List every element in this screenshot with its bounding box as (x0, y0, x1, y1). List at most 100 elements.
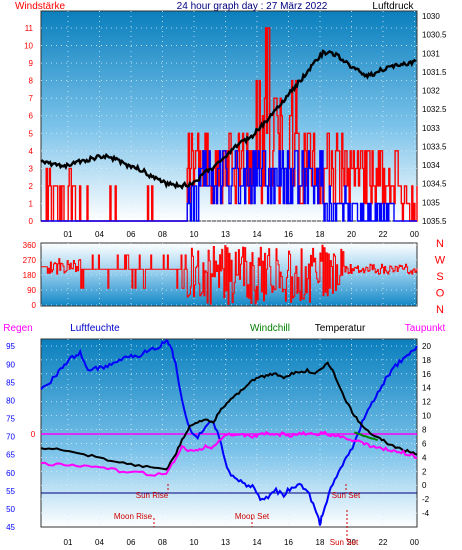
windchill-line (354, 431, 379, 441)
pressure-tick-label: 1033 (422, 124, 440, 133)
wind-x-tick-label: 20 (347, 230, 356, 239)
temperature-tick-label: 0 (422, 481, 427, 490)
pressure-line (40, 49, 417, 191)
pressure-tick-label: 1035 (422, 198, 440, 207)
temperatur-label: Temperatur (315, 323, 366, 334)
temp-x-tick-label: 13 (221, 538, 230, 547)
wind-tick-label: 2 (29, 182, 34, 191)
temp-x-tick-label: 14 (253, 538, 262, 547)
wind-x-tick-label: 16 (284, 230, 293, 239)
wind-tick-label: 11 (25, 24, 34, 33)
temperature-tick-label: -2 (422, 495, 430, 504)
direction-tick-label: 90 (27, 286, 36, 295)
direction-tick-label: 180 (23, 271, 37, 280)
luftfeuchte-label: Luftfeuchte (70, 323, 120, 334)
wind-tick-label: 3 (29, 164, 34, 173)
temperature-axis: -4 -2 0 2 4 6 8 10 12 14 16 18 20 (422, 342, 431, 518)
temperature-line (40, 361, 418, 471)
humidity-tick-label: 70 (6, 433, 15, 442)
wind-average-line (41, 150, 417, 222)
temp-x-tick-label: 08 (158, 538, 167, 547)
wind-tick-label: 4 (29, 147, 34, 156)
temp-x-tick-label: 01 (64, 538, 73, 547)
pressure-tick-label: 1034.5 (422, 180, 447, 189)
temperature-tick-label: 4 (422, 453, 427, 462)
moonrise-label: Moon Rise (114, 512, 153, 521)
humidity-tick-label: 75 (6, 415, 15, 424)
pressure-right-axis: 1030 1030.5 1031 1031.5 1032 1032.5 1033 1033.5… (422, 12, 447, 226)
windchill-label: Windchill (250, 323, 290, 334)
temperature-tick-label: 20 (422, 342, 431, 351)
compass-label: S (436, 271, 443, 283)
temperature-tick-label: 16 (422, 370, 431, 379)
wind-x-tick-label: 00 (410, 230, 419, 239)
pressure-tick-label: 1031 (422, 49, 440, 58)
wind-tick-label: 1 (29, 199, 34, 208)
regen-label: Regen (3, 323, 32, 334)
humidity-line (40, 339, 418, 526)
wind-left-axis: 0 1 2 3 4 5 6 7 8 9 10 11 (24, 24, 33, 226)
chart-title: 24 hour graph day : 27 März 2022 (177, 1, 328, 12)
wind-x-tick-label: 08 (158, 230, 167, 239)
taupunkt-label: Taupunkt (405, 323, 446, 334)
wind-series (41, 27, 418, 222)
wind-tick-label: 7 (29, 94, 34, 103)
pressure-tick-label: 1033.5 (422, 142, 447, 151)
temp-x-tick-label: 20 (347, 538, 356, 547)
wind-x-tick-label: 18 (316, 230, 325, 239)
humidity-tick-label: 65 (6, 451, 15, 460)
direction-line (41, 244, 418, 305)
pressure-tick-label: 1031.5 (422, 68, 447, 77)
compass-label: O (436, 288, 445, 300)
wind-x-tick-label: 14 (253, 230, 262, 239)
humidity-tick-label: 90 (6, 360, 15, 369)
temperature-tick-label: 8 (422, 426, 427, 435)
pressure-tick-label: 1030 (422, 12, 440, 21)
sunset-label: Sun Set (332, 491, 361, 500)
wind-tick-label: 9 (29, 59, 34, 68)
temperature-tick-label: -4 (422, 509, 430, 518)
windstaerke-label: Windstärke (15, 1, 65, 12)
humidity-tick-label: 50 (6, 505, 15, 514)
temp-x-tick-label: 06 (127, 538, 136, 547)
temperature-tick-label: 18 (422, 356, 431, 365)
pressure-tick-label: 1035.5 (422, 217, 447, 226)
wind-x-tick-label: 10 (190, 230, 199, 239)
humidity-tick-label: 95 (6, 342, 15, 351)
pressure-tick-label: 1034 (422, 161, 440, 170)
wind-tick-label: 0 (29, 217, 34, 226)
temp-x-tick-label: 00 (410, 538, 419, 547)
wind-tick-label: 5 (29, 129, 34, 138)
temperature-tick-label: 12 (422, 398, 431, 407)
compass-label: N (436, 304, 444, 316)
wind-x-tick-label: 01 (64, 230, 73, 239)
wind-tick-label: 8 (29, 77, 34, 86)
humidity-tick-label: 45 (6, 523, 15, 532)
humidity-tick-label: 80 (6, 396, 15, 405)
wind-x-tick-label: 13 (221, 230, 230, 239)
humidity-tick-label: 60 (6, 469, 15, 478)
moonset-label: Moon Set (235, 512, 270, 521)
direction-tick-label: 0 (32, 301, 37, 310)
compass-label: N (436, 238, 444, 250)
dewpoint-line (40, 430, 418, 477)
pressure-tick-label: 1032 (422, 87, 440, 96)
wind-tick-label: 6 (29, 112, 34, 121)
pressure-tick-label: 1030.5 (422, 31, 447, 40)
humidity-tick-label: 55 (6, 487, 15, 496)
temp-x-tick-label: 18 (316, 538, 325, 547)
temperature-tick-label: 6 (422, 439, 427, 448)
temp-x-axis: 01 04 06 08 10 13 14 16 18 20 22 00 (64, 538, 420, 547)
direction-left-axis: 0 90 180 270 360 (23, 241, 37, 310)
rain-zero-label: 0 (31, 430, 36, 439)
temperature-tick-label: 2 (422, 467, 427, 476)
wind-x-tick-label: 22 (379, 230, 388, 239)
humidity-axis: 45 50 55 60 65 70 75 80 85 90 95 (6, 342, 15, 532)
sunset-label-2: Sun Set (330, 538, 359, 547)
direction-tick-label: 360 (23, 241, 37, 250)
wind-x-tick-label: 06 (127, 230, 136, 239)
pressure-tick-label: 1032.5 (422, 105, 447, 114)
temp-x-tick-label: 10 (190, 538, 199, 547)
